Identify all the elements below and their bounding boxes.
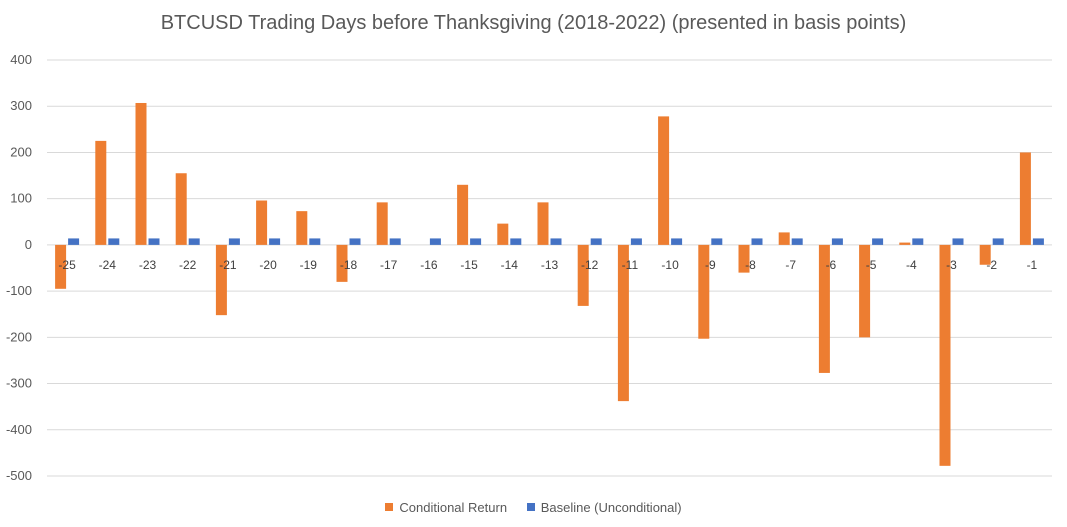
bar-conditional-return [497, 223, 509, 245]
bar-conditional-return [698, 244, 710, 339]
x-axis: -25 -24 -23 -22 -21 -20 -19 -18 -17 -16 -15 -14 -13 -… [58, 258, 1037, 272]
bar-conditional-return [859, 244, 871, 338]
bar-baseline [429, 238, 441, 245]
bar-baseline [269, 238, 281, 245]
bar-baseline [872, 238, 884, 245]
bar-conditional-return [457, 184, 469, 245]
x-tick-label: -2 [986, 258, 997, 272]
y-tick-label: 400 [10, 52, 32, 67]
y-tick-label: -200 [6, 329, 32, 344]
bar-baseline [228, 238, 240, 245]
x-tick-label: -10 [661, 258, 679, 272]
x-tick-label: -21 [219, 258, 237, 272]
bar-conditional-return [296, 211, 308, 245]
bar-baseline [912, 238, 924, 245]
bar-conditional-return [256, 200, 268, 245]
legend-label-conditional: Conditional Return [399, 499, 508, 515]
bar-baseline [68, 238, 80, 245]
x-tick-label: -17 [380, 258, 398, 272]
bar-baseline [550, 238, 562, 245]
legend-item-conditional: Conditional Return [385, 500, 507, 515]
bar-conditional-return [175, 173, 187, 245]
bar-baseline [1032, 238, 1044, 245]
legend: Conditional Return Baseline (Uncondition… [0, 499, 1067, 515]
bar-baseline [630, 238, 642, 245]
bar-conditional-return [336, 244, 348, 282]
legend-item-baseline: Baseline (Unconditional) [526, 499, 682, 515]
x-tick-label: -19 [300, 258, 318, 272]
bar-baseline [952, 238, 964, 245]
x-tick-label: -24 [99, 258, 117, 272]
bar-baseline [711, 238, 723, 245]
y-tick-label: 100 [10, 191, 32, 206]
x-tick-label: -5 [866, 258, 877, 272]
y-tick-label: -100 [6, 283, 32, 298]
x-tick-label: -8 [745, 258, 756, 272]
bar-baseline [108, 238, 120, 245]
bar-conditional-return [939, 244, 951, 466]
x-tick-label: -18 [340, 258, 358, 272]
x-tick-label: -1 [1027, 258, 1038, 272]
bar-conditional-return [818, 244, 830, 373]
bar-conditional-return [376, 202, 388, 245]
y-tick-label: -500 [6, 468, 32, 483]
bar-baseline [831, 238, 843, 245]
x-tick-label: -22 [179, 258, 197, 272]
x-tick-label: -15 [460, 258, 478, 272]
x-tick-label: -9 [705, 258, 716, 272]
bar-baseline [470, 238, 482, 245]
x-tick-label: -4 [906, 258, 917, 272]
bar-baseline [751, 238, 763, 245]
legend-swatch-baseline [526, 503, 535, 511]
bar-conditional-return [979, 244, 991, 265]
legend-label-baseline: Baseline (Unconditional) [540, 499, 682, 515]
bar-conditional-return [135, 102, 147, 245]
bars [55, 102, 1044, 466]
bar-conditional-return [899, 242, 911, 245]
legend-swatch-conditional [385, 503, 394, 511]
y-tick-label: -300 [6, 376, 32, 391]
bar-baseline [590, 238, 602, 245]
bar-conditional-return [1019, 152, 1031, 245]
bar-baseline [349, 238, 361, 245]
gridlines [47, 59, 1052, 477]
bar-baseline [992, 238, 1004, 245]
bar-conditional-return [778, 232, 790, 245]
bar-conditional-return [215, 244, 227, 316]
bar-baseline [188, 238, 200, 245]
bar-conditional-return [537, 202, 549, 245]
bar-conditional-return [55, 244, 67, 289]
x-tick-label: -7 [785, 258, 796, 272]
bar-baseline [148, 238, 160, 245]
bar-baseline [510, 238, 522, 245]
bar-baseline [671, 238, 683, 245]
x-tick-label: -25 [58, 258, 76, 272]
chart-title: BTCUSD Trading Days before Thanksgiving … [160, 12, 907, 34]
bar-baseline [389, 238, 401, 245]
x-tick-label: -3 [946, 258, 957, 272]
bar-baseline [309, 238, 321, 245]
x-tick-label: -12 [581, 258, 599, 272]
bar-conditional-return [658, 116, 670, 245]
bar-baseline [791, 238, 803, 245]
y-tick-label: 200 [10, 144, 32, 159]
x-tick-label: -14 [501, 258, 519, 272]
bar-conditional-return [617, 244, 629, 402]
x-tick-label: -13 [541, 258, 559, 272]
x-tick-label: -6 [826, 258, 837, 272]
bar-conditional-return [95, 140, 107, 245]
y-tick-label: -400 [6, 422, 32, 437]
x-tick-label: -23 [139, 258, 157, 272]
y-axis: 400 300 200 100 0 -100 -200 -300 -400 -500 [6, 52, 32, 483]
y-tick-label: 0 [25, 237, 32, 252]
x-tick-label: -11 [622, 258, 639, 272]
bar-conditional-return [577, 244, 589, 306]
x-tick-label: -20 [259, 258, 277, 272]
bar-conditional-return [738, 244, 750, 273]
y-tick-label: 300 [10, 98, 32, 113]
x-tick-label: -16 [420, 258, 438, 272]
